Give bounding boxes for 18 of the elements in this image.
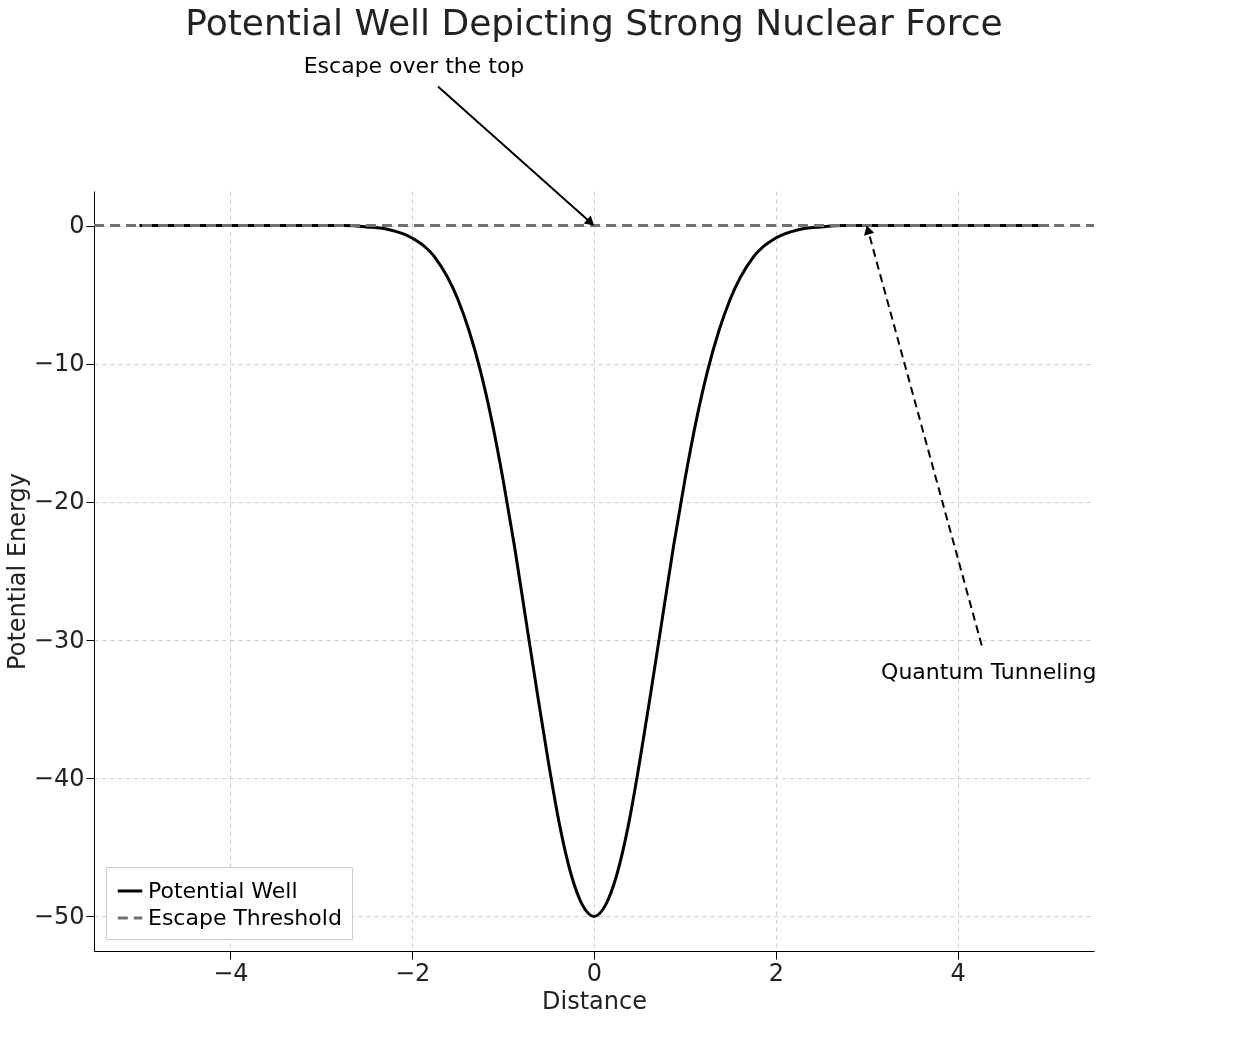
y-tick-label: −50	[33, 901, 85, 930]
y-axis-title: Potential Energy	[2, 473, 31, 670]
chart-title: Potential Well Depicting Strong Nuclear Force	[185, 1, 1003, 43]
y-tick-label: −30	[33, 625, 85, 654]
x-tick-label: −2	[394, 958, 431, 987]
y-tick-label: −20	[33, 487, 85, 516]
x-axis-title: Distance	[542, 986, 647, 1015]
x-tick-label: 2	[768, 958, 784, 987]
x-tick-label: 4	[950, 958, 966, 987]
y-tick-label: −10	[33, 349, 85, 378]
y-tick-label: 0	[69, 211, 85, 240]
annotation: Quantum Tunneling	[881, 658, 1097, 684]
y-tick-label: −40	[33, 763, 85, 792]
x-tick-label: 0	[586, 958, 603, 987]
legend-label: Potential Well	[148, 878, 298, 903]
x-tick-label: −4	[213, 958, 249, 987]
legend-label: Escape Threshold	[148, 905, 342, 930]
annotation: Escape over the top	[303, 52, 525, 78]
